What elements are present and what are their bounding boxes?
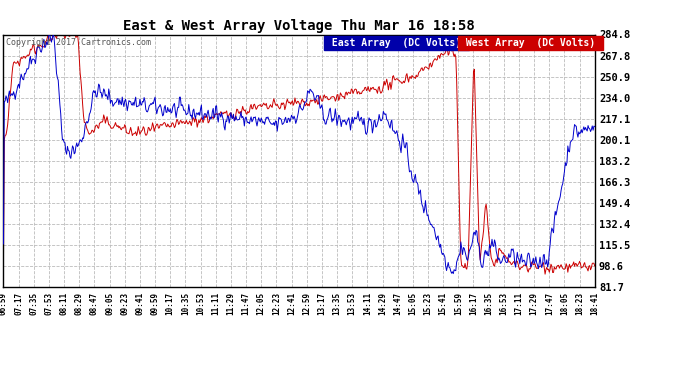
Text: Copyright 2017 Cartronics.com: Copyright 2017 Cartronics.com (6, 38, 151, 47)
Title: East & West Array Voltage Thu Mar 16 18:58: East & West Array Voltage Thu Mar 16 18:… (124, 20, 475, 33)
Text: East Array  (DC Volts): East Array (DC Volts) (326, 38, 466, 48)
Text: West Array  (DC Volts): West Array (DC Volts) (460, 38, 601, 48)
